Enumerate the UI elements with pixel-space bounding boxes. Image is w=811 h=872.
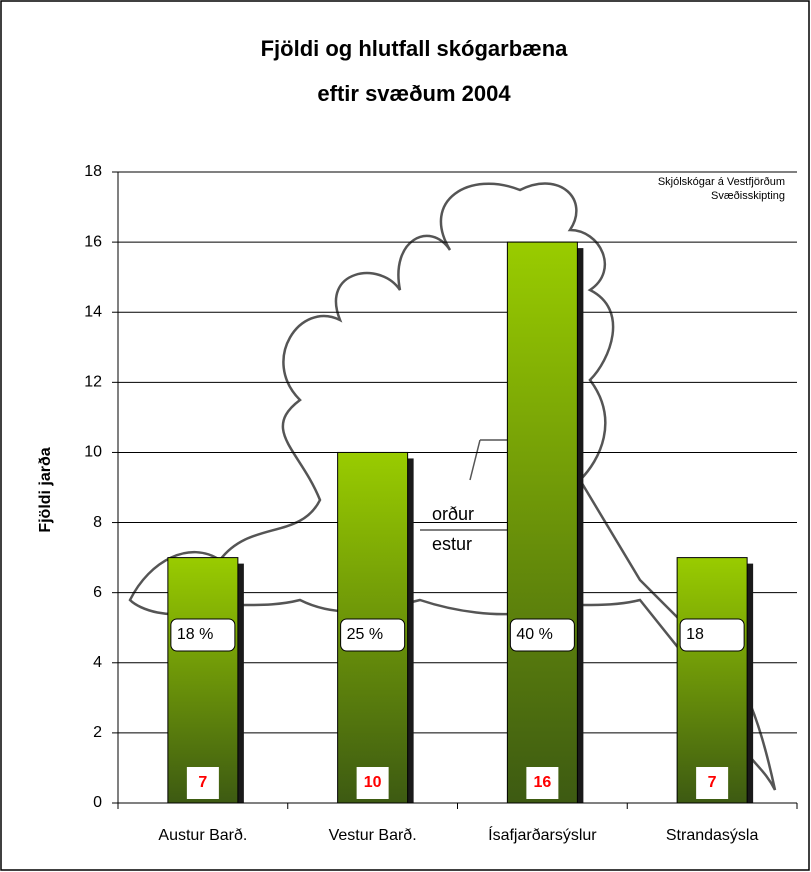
percent-label: 18 % [177,626,213,643]
bar [506,241,578,804]
y-tick-label: 6 [93,584,102,601]
value-label-box [696,767,729,799]
map-caption: Skjólskógar á Vestfjörðum [658,176,785,188]
value-label-box [356,767,389,799]
y-tick-label: 10 [84,444,102,461]
percent-label: 25 % [347,626,383,643]
y-tick-label: 4 [93,654,102,671]
bar [676,557,748,804]
map-caption: Svæðisskipting [711,190,785,202]
x-tick-label: Austur Barð. [158,827,247,844]
x-tick-label: Ísafjarðarsýslur [488,825,597,844]
y-tick-label: 2 [93,724,102,741]
value-label-box [526,767,559,799]
x-tick-label: Vestur Barð. [329,827,417,844]
percent-label-box [170,618,236,652]
y-tick-label: 16 [84,233,102,250]
percent-label-box [340,618,406,652]
map-label: orður [432,504,474,524]
map-label: estur [432,534,472,554]
y-tick-label: 0 [93,794,102,811]
value-label: 10 [364,774,382,791]
map-outline [128,182,777,791]
y-tick-label: 12 [84,374,102,391]
y-tick-label: 14 [84,303,102,320]
percent-label: 18 [686,626,704,643]
bar [167,557,239,804]
x-tick-label: Strandasýsla [666,827,759,844]
y-axis-label: Fjöldi jarða [37,447,54,532]
value-label: 7 [198,774,207,791]
y-tick-label: 18 [84,163,102,180]
chart-title: Fjöldi og hlutfall skógarbæna [261,36,569,61]
percent-label-box [679,618,745,652]
value-label-box [186,767,219,799]
y-tick-label: 8 [93,514,102,531]
value-label: 16 [533,774,551,791]
percent-label: 40 % [516,626,552,643]
chart-title: eftir svæðum 2004 [317,81,511,106]
value-label: 7 [708,774,717,791]
percent-label-box [509,618,575,652]
